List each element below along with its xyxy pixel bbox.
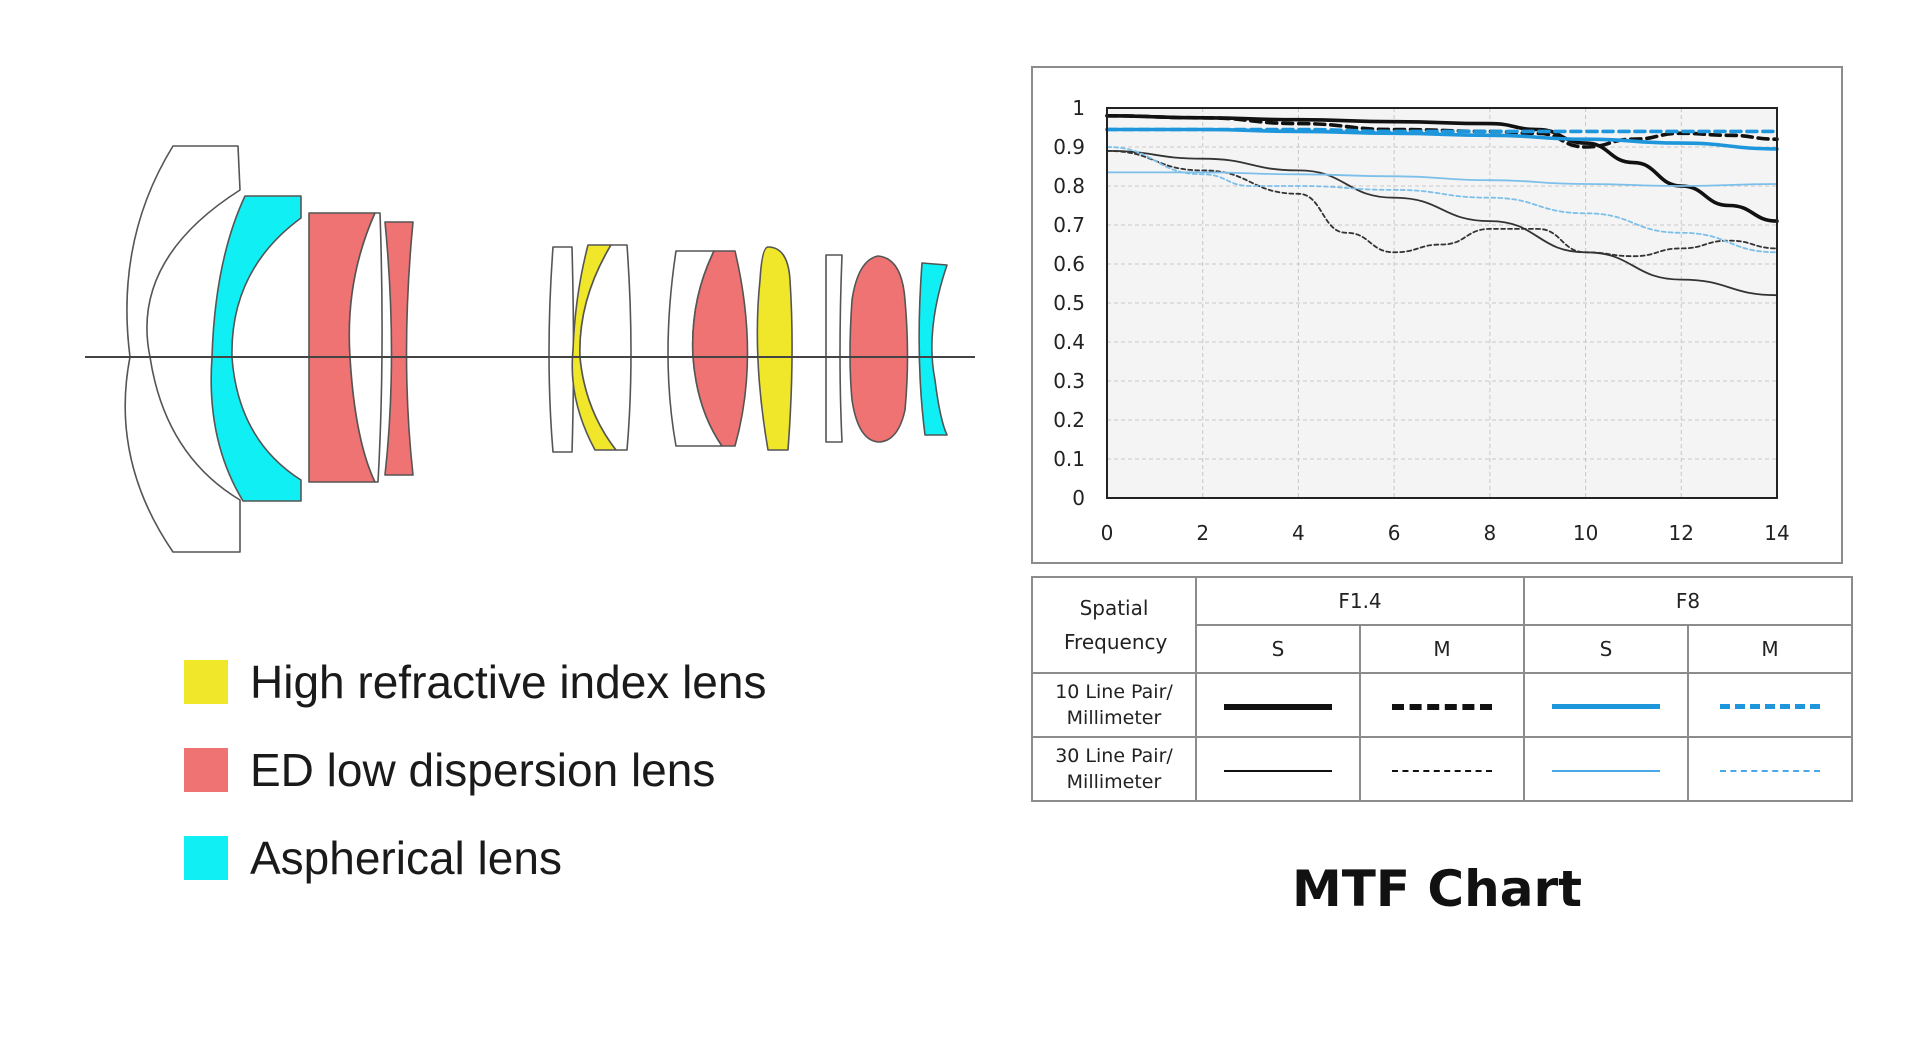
legend-item-aspherical: Aspherical lens bbox=[184, 832, 766, 884]
legend-label: ED low dispersion lens bbox=[250, 744, 716, 796]
key-line bbox=[1552, 769, 1660, 772]
key-f14-s-10 bbox=[1195, 672, 1361, 738]
key-line bbox=[1720, 769, 1820, 772]
lens-construction-diagram bbox=[85, 145, 975, 553]
y-tick-label: 0.4 bbox=[1053, 330, 1085, 354]
key-line bbox=[1552, 704, 1660, 709]
key-line bbox=[1720, 704, 1820, 709]
legend-swatch-red bbox=[184, 748, 228, 792]
y-tick-label: 0.1 bbox=[1053, 447, 1085, 471]
key-line bbox=[1392, 703, 1492, 710]
x-tick-label: 14 bbox=[1764, 521, 1789, 545]
row-label-text: 10 Line Pair/ Millimeter bbox=[1055, 681, 1173, 729]
key-line bbox=[1392, 769, 1492, 772]
lens-elements bbox=[124, 145, 948, 553]
legend-label: High refractive index lens bbox=[250, 656, 767, 708]
row-label-10lp: 10 Line Pair/ Millimeter bbox=[1031, 672, 1197, 738]
chart-title: MTF Chart bbox=[1291, 860, 1582, 918]
aspherical-element-2 bbox=[918, 262, 948, 436]
x-tick-label: 2 bbox=[1196, 521, 1209, 545]
key-f8-s-10 bbox=[1523, 672, 1689, 738]
x-tick-label: 10 bbox=[1573, 521, 1598, 545]
tick-labels: 00.10.20.30.40.50.60.70.80.910 2 4 6 8 10 12 14 bbox=[1053, 96, 1790, 545]
legend-swatch-yellow bbox=[184, 660, 228, 704]
front-meniscus-element bbox=[124, 145, 241, 553]
y-tick-label: 0.9 bbox=[1053, 135, 1085, 159]
legend-item-high-refractive: High refractive index lens bbox=[184, 656, 766, 708]
clear-element-5 bbox=[825, 254, 843, 443]
x-tick-label: 6 bbox=[1388, 521, 1401, 545]
aperture-header-f14: F1.4 bbox=[1195, 576, 1525, 626]
y-tick-label: 0.5 bbox=[1053, 291, 1085, 315]
orientation-header: M bbox=[1359, 624, 1525, 674]
series-line-F14-S-0 bbox=[1105, 114, 1779, 223]
legend-swatch-cyan bbox=[184, 836, 228, 880]
series-line-F14-S-2 bbox=[1106, 150, 1778, 297]
orientation-header: S bbox=[1195, 624, 1361, 674]
key-f8-s-30 bbox=[1523, 736, 1689, 802]
key-f14-m-30 bbox=[1359, 736, 1525, 802]
aperture-header-f8: F8 bbox=[1523, 576, 1853, 626]
key-f14-m-10 bbox=[1359, 672, 1525, 738]
key-f8-m-10 bbox=[1687, 672, 1853, 738]
orientation-header: M bbox=[1687, 624, 1853, 674]
x-tick-label: 0 bbox=[1101, 521, 1114, 545]
y-tick-label: 0.3 bbox=[1053, 369, 1085, 393]
lens-legend: High refractive index lens ED low disper… bbox=[184, 656, 766, 924]
y-tick-label: 0 bbox=[1072, 486, 1085, 510]
y-tick-label: 0.7 bbox=[1053, 213, 1085, 237]
x-tick-label: 4 bbox=[1292, 521, 1305, 545]
clear-element-3 bbox=[579, 244, 632, 451]
x-tick-label: 8 bbox=[1483, 521, 1496, 545]
legend-label: Aspherical lens bbox=[250, 832, 562, 884]
spatial-frequency-header: Spatial Frequency bbox=[1031, 576, 1197, 674]
ed-element-4 bbox=[849, 255, 909, 443]
key-line bbox=[1224, 769, 1332, 772]
header-label: Spatial Frequency bbox=[1064, 596, 1168, 654]
legend-item-ed-low-dispersion: ED low dispersion lens bbox=[184, 744, 766, 796]
series-line-F8-S-6 bbox=[1106, 171, 1778, 187]
mtf-chart: 00.10.20.30.40.50.60.70.80.910 2 4 6 8 10 12 14 bbox=[1053, 96, 1790, 545]
series-lines bbox=[1105, 114, 1779, 297]
series-line-F14-M-3 bbox=[1106, 150, 1778, 258]
x-tick-label: 12 bbox=[1669, 521, 1694, 545]
plot-border bbox=[1106, 107, 1778, 499]
row-label-text: 30 Line Pair/ Millimeter bbox=[1055, 745, 1173, 793]
ed-element-2 bbox=[384, 221, 414, 476]
mtf-key-table: Spatial Frequency F1.4 F8 S M S M 10 Lin… bbox=[1031, 576, 1853, 802]
y-tick-label: 0.2 bbox=[1053, 408, 1085, 432]
clear-element-2 bbox=[548, 246, 575, 453]
aspherical-element-1 bbox=[210, 195, 302, 502]
series-line-F8-M-5 bbox=[1105, 127, 1779, 134]
key-f8-m-30 bbox=[1687, 736, 1853, 802]
row-label-30lp: 30 Line Pair/ Millimeter bbox=[1031, 736, 1197, 802]
key-line bbox=[1224, 703, 1332, 710]
y-tick-label: 0.8 bbox=[1053, 174, 1085, 198]
ed-element-3 bbox=[691, 250, 749, 447]
y-tick-label: 1 bbox=[1072, 96, 1085, 120]
orientation-header: S bbox=[1523, 624, 1689, 674]
y-tick-label: 0.6 bbox=[1053, 252, 1085, 276]
series-line-F8-M-7 bbox=[1106, 146, 1778, 254]
clear-element-1 bbox=[348, 212, 383, 483]
key-f14-s-30 bbox=[1195, 736, 1361, 802]
high-index-element-2 bbox=[756, 246, 793, 451]
